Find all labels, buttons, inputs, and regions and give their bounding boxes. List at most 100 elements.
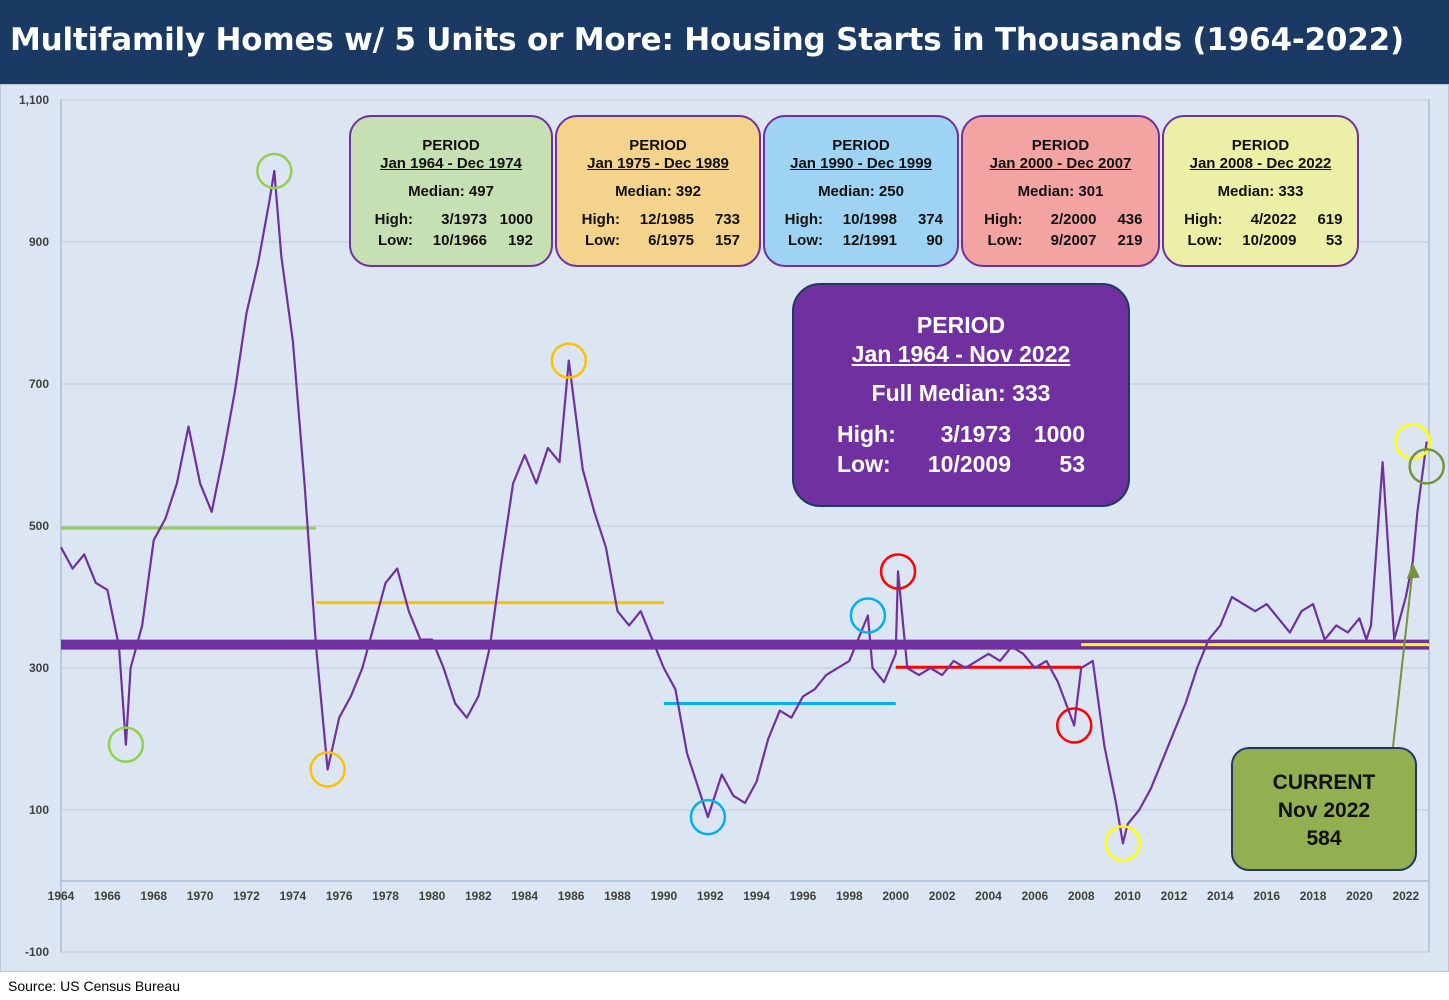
period-high-row: High: 12/1985 733 xyxy=(576,209,740,230)
extreme-marker xyxy=(689,798,727,836)
x-tick-label: 1994 xyxy=(743,889,770,903)
period-low-row: Low: 12/1991 90 xyxy=(779,230,943,251)
x-tick-label: 2008 xyxy=(1068,889,1095,903)
high-label: High: xyxy=(984,211,1023,228)
period-range: Jan 1975 - Dec 1989 xyxy=(587,155,729,172)
period-median: Median: 301 xyxy=(1017,183,1104,200)
extreme-marker xyxy=(550,342,588,379)
low-date: 10/2009 xyxy=(1242,232,1297,249)
full-period-high-row: High: 3/1973 1000 xyxy=(837,419,1085,449)
period-heading: PERIOD xyxy=(1231,137,1290,154)
full-low-value: 53 xyxy=(1059,451,1085,477)
period-median: Median: 250 xyxy=(818,183,904,200)
period-low-row: Low: 6/1975 157 xyxy=(576,230,740,251)
low-value: 192 xyxy=(507,232,533,249)
low-date: 9/2007 xyxy=(1050,232,1097,249)
high-label: High: xyxy=(1184,211,1223,228)
low-value: 53 xyxy=(1325,232,1343,249)
current-box: CURRENT Nov 2022 584 xyxy=(1231,747,1417,871)
full-period-median: Full Median: 333 xyxy=(871,380,1051,406)
x-tick-label: 2020 xyxy=(1346,889,1373,903)
series-line xyxy=(60,169,1428,845)
x-tick-label: 1990 xyxy=(650,889,677,903)
full-high-date: 3/1973 xyxy=(940,421,1011,447)
extreme-marker xyxy=(1055,707,1093,744)
extreme-marker xyxy=(309,751,346,788)
x-tick-label: 1966 xyxy=(94,889,121,903)
x-tick-label: 1998 xyxy=(836,889,863,903)
low-label: Low: xyxy=(1187,232,1223,249)
period-low-row: Low: 9/2007 219 xyxy=(979,230,1143,251)
x-tick-label: 1972 xyxy=(233,889,260,903)
low-date: 6/1975 xyxy=(648,232,694,249)
chart-title: Multifamily Homes w/ 5 Units or More: Ho… xyxy=(10,22,1404,58)
full-high-value: 1000 xyxy=(1033,421,1085,447)
period-box-5: PERIOD Jan 2008 - Dec 2022 Median: 333 High… xyxy=(1162,115,1359,267)
low-date: 10/1966 xyxy=(432,232,487,249)
period-high-low: High: 2/2000 436 Low: 9/2007 219 xyxy=(979,209,1143,251)
x-tick-label: 2000 xyxy=(882,889,909,903)
x-tick-label: 1964 xyxy=(48,889,75,903)
low-value: 90 xyxy=(926,232,943,249)
period-heading: PERIOD xyxy=(1031,137,1090,154)
y-tick-label: 900 xyxy=(29,235,49,249)
period-range: Jan 1964 - Dec 1974 xyxy=(380,155,522,172)
period-high-low: High: 12/1985 733 Low: 6/1975 157 xyxy=(576,209,740,251)
period-range: Jan 1990 - Dec 1999 xyxy=(790,155,932,172)
high-value: 374 xyxy=(917,211,943,228)
period-high-row: High: 10/1998 374 xyxy=(779,209,943,230)
low-label: Low: xyxy=(378,232,413,249)
full-low-date: 10/2009 xyxy=(927,451,1011,477)
full-period-low-row: Low: 10/2009 53 xyxy=(837,449,1085,479)
high-value: 733 xyxy=(714,211,740,228)
source-note: Source: US Census Bureau xyxy=(8,978,180,994)
x-tick-label: 2002 xyxy=(929,889,956,903)
x-tick-label: 1992 xyxy=(697,889,724,903)
high-date: 4/2022 xyxy=(1250,211,1297,228)
high-label: High: xyxy=(374,211,413,228)
x-tick-label: 1968 xyxy=(140,889,167,903)
x-tick-label: 2010 xyxy=(1114,889,1141,903)
high-date: 12/1985 xyxy=(639,211,694,228)
x-tick-label: 1984 xyxy=(511,889,538,903)
low-value: 157 xyxy=(714,232,740,249)
period-heading: PERIOD xyxy=(832,137,890,154)
x-tick-label: 2012 xyxy=(1161,889,1188,903)
y-tick-label: -100 xyxy=(25,945,49,959)
x-tick-label: 1976 xyxy=(326,889,353,903)
x-tick-label: 2022 xyxy=(1392,889,1419,903)
current-heading: CURRENT xyxy=(1272,771,1376,794)
extreme-marker xyxy=(849,597,887,634)
x-tick-label: 1986 xyxy=(558,889,585,903)
period-heading: PERIOD xyxy=(629,137,687,154)
y-tick-label: 100 xyxy=(29,803,49,817)
period-median: Median: 497 xyxy=(408,183,494,200)
low-label: Low: xyxy=(987,232,1023,249)
full-period-range: Jan 1964 - Nov 2022 xyxy=(851,341,1071,367)
period-box-1: PERIOD Jan 1964 - Dec 1974 Median: 497 High… xyxy=(349,115,553,267)
x-tick-label: 1970 xyxy=(187,889,214,903)
period-high-row: High: 3/1973 1000 xyxy=(369,209,533,230)
period-heading: PERIOD xyxy=(422,137,480,154)
x-tick-label: 1980 xyxy=(419,889,446,903)
full-high-label: High: xyxy=(837,421,896,447)
full-period-heading: PERIOD xyxy=(916,312,1006,338)
x-tick-label: 2004 xyxy=(975,889,1002,903)
x-tick-label: 1988 xyxy=(604,889,631,903)
extreme-marker xyxy=(107,726,145,763)
full-period-high-low: High: 3/1973 1000 Low: 10/2009 53 xyxy=(837,419,1085,479)
x-tick-label: 2016 xyxy=(1253,889,1280,903)
high-date: 10/1998 xyxy=(842,211,897,228)
current-value: 584 xyxy=(1306,827,1342,850)
x-tick-label: 1974 xyxy=(280,889,307,903)
period-range: Jan 2008 - Dec 2022 xyxy=(1189,155,1332,172)
current-date: Nov 2022 xyxy=(1277,799,1371,822)
period-box-2: PERIOD Jan 1975 - Dec 1989 Median: 392 High… xyxy=(555,115,761,267)
x-tick-label: 1982 xyxy=(465,889,492,903)
period-high-low: High: 3/1973 1000 Low: 10/1966 192 xyxy=(369,209,533,251)
period-median: Median: 333 xyxy=(1217,183,1304,200)
full-low-label: Low: xyxy=(837,451,891,477)
full-period-box: PERIOD Jan 1964 - Nov 2022 Full Median: … xyxy=(792,283,1130,507)
low-label: Low: xyxy=(585,232,620,249)
period-high-row: High: 2/2000 436 xyxy=(979,209,1142,230)
